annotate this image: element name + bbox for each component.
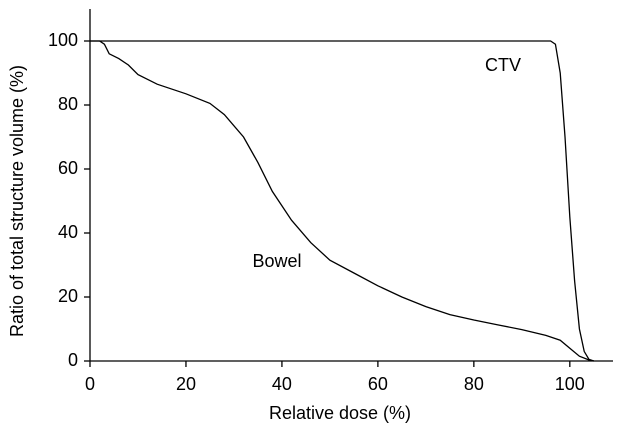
series-line xyxy=(90,40,595,362)
series-label: CTV xyxy=(485,55,521,75)
y-tick-label: 80 xyxy=(58,94,78,114)
series-line xyxy=(90,40,594,362)
y-tick-label: 40 xyxy=(58,222,78,242)
y-tick-label: 100 xyxy=(48,30,78,50)
y-tick-label: 60 xyxy=(58,158,78,178)
x-axis-label: Relative dose (%) xyxy=(269,403,411,423)
x-tick-label: 40 xyxy=(272,374,292,394)
series-label: Bowel xyxy=(252,251,301,271)
x-tick-label: 0 xyxy=(85,374,95,394)
x-tick-label: 20 xyxy=(176,374,196,394)
y-axis-label: Ratio of total structure volume (%) xyxy=(7,65,27,337)
y-tick-label: 20 xyxy=(58,286,78,306)
y-tick-label: 0 xyxy=(68,350,78,370)
x-tick-label: 100 xyxy=(555,374,585,394)
x-tick-label: 60 xyxy=(368,374,388,394)
x-tick-label: 80 xyxy=(464,374,484,394)
